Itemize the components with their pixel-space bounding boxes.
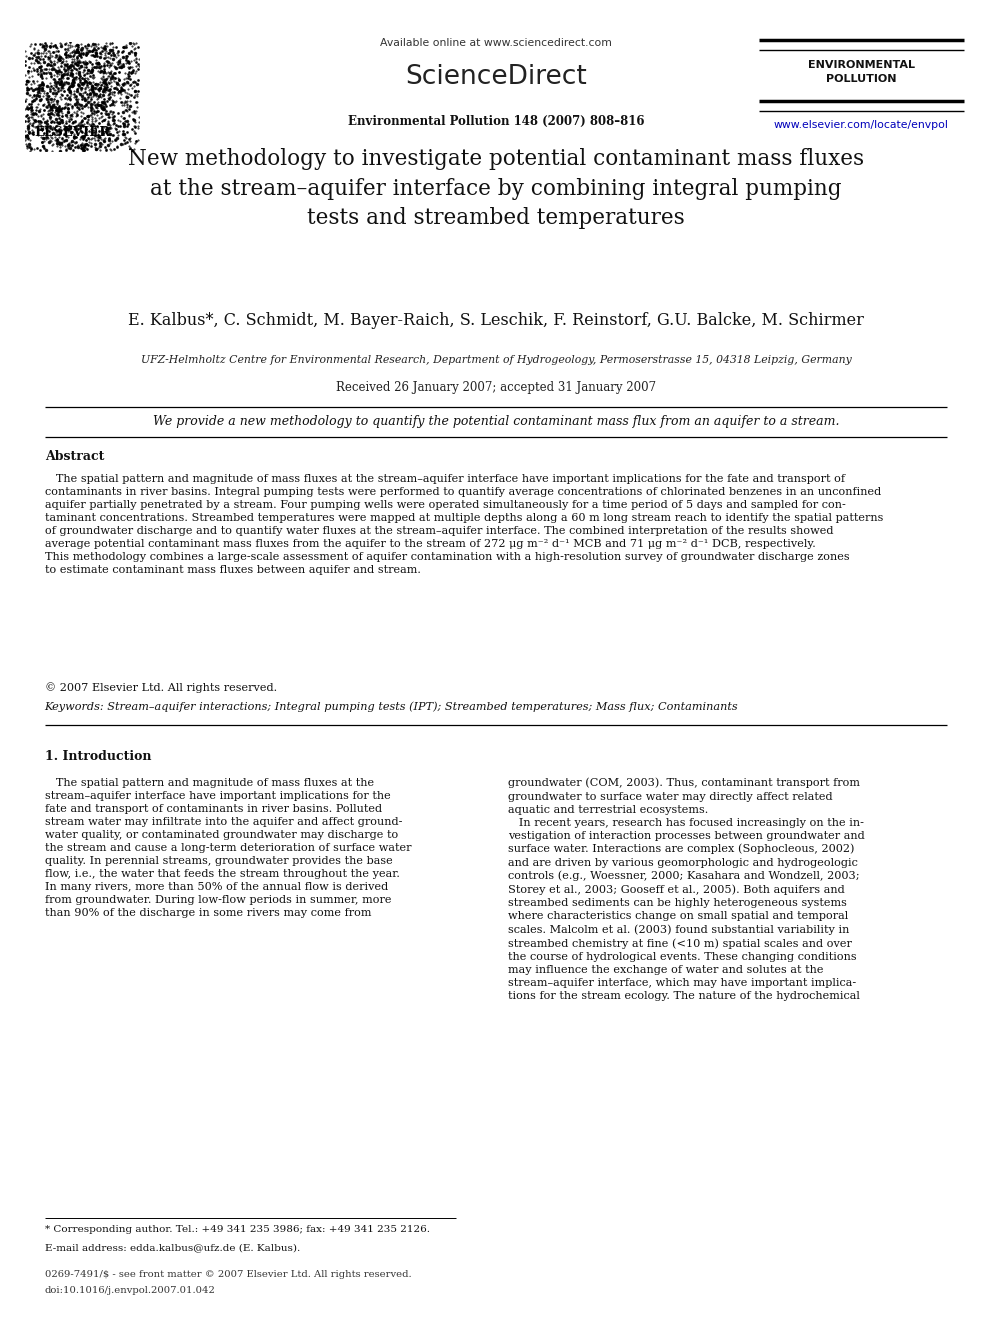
Text: Available online at www.sciencedirect.com: Available online at www.sciencedirect.co… — [380, 38, 612, 49]
Text: Received 26 January 2007; accepted 31 January 2007: Received 26 January 2007; accepted 31 Ja… — [336, 381, 656, 394]
Text: E. Kalbus*, C. Schmidt, M. Bayer-Raich, S. Leschik, F. Reinstorf, G.U. Balcke, M: E. Kalbus*, C. Schmidt, M. Bayer-Raich, … — [128, 312, 864, 329]
Text: Abstract: Abstract — [45, 450, 104, 463]
Text: 1. Introduction: 1. Introduction — [45, 750, 151, 763]
Text: groundwater (COM, 2003). Thus, contaminant transport from
groundwater to surface: groundwater (COM, 2003). Thus, contamina… — [508, 778, 865, 1002]
Text: * Corresponding author. Tel.: +49 341 235 3986; fax: +49 341 235 2126.: * Corresponding author. Tel.: +49 341 23… — [45, 1225, 430, 1234]
Text: ScienceDirect: ScienceDirect — [405, 64, 587, 90]
Text: ELSEVIER: ELSEVIER — [35, 126, 110, 139]
Text: New methodology to investigate potential contaminant mass fluxes
at the stream–a: New methodology to investigate potential… — [128, 148, 864, 229]
Text: The spatial pattern and magnitude of mass fluxes at the
stream–aquifer interface: The spatial pattern and magnitude of mas… — [45, 778, 411, 918]
Text: Environmental Pollution 148 (2007) 808–816: Environmental Pollution 148 (2007) 808–8… — [348, 115, 644, 128]
Text: ENVIRONMENTAL
POLLUTION: ENVIRONMENTAL POLLUTION — [807, 60, 915, 83]
Text: Keywords: Stream–aquifer interactions; Integral pumping tests (IPT); Streambed t: Keywords: Stream–aquifer interactions; I… — [45, 701, 738, 712]
Text: © 2007 Elsevier Ltd. All rights reserved.: © 2007 Elsevier Ltd. All rights reserved… — [45, 683, 277, 693]
Text: UFZ-Helmholtz Centre for Environmental Research, Department of Hydrogeology, Per: UFZ-Helmholtz Centre for Environmental R… — [141, 355, 851, 365]
Text: www.elsevier.com/locate/envpol: www.elsevier.com/locate/envpol — [774, 120, 948, 131]
Text: The spatial pattern and magnitude of mass fluxes at the stream–aquifer interface: The spatial pattern and magnitude of mas… — [45, 474, 883, 576]
Text: 0269-7491/$ - see front matter © 2007 Elsevier Ltd. All rights reserved.: 0269-7491/$ - see front matter © 2007 El… — [45, 1270, 412, 1279]
Text: doi:10.1016/j.envpol.2007.01.042: doi:10.1016/j.envpol.2007.01.042 — [45, 1286, 215, 1295]
Text: E-mail address: edda.kalbus@ufz.de (E. Kalbus).: E-mail address: edda.kalbus@ufz.de (E. K… — [45, 1244, 300, 1253]
Text: We provide a new methodology to quantify the potential contaminant mass flux fro: We provide a new methodology to quantify… — [153, 415, 839, 429]
